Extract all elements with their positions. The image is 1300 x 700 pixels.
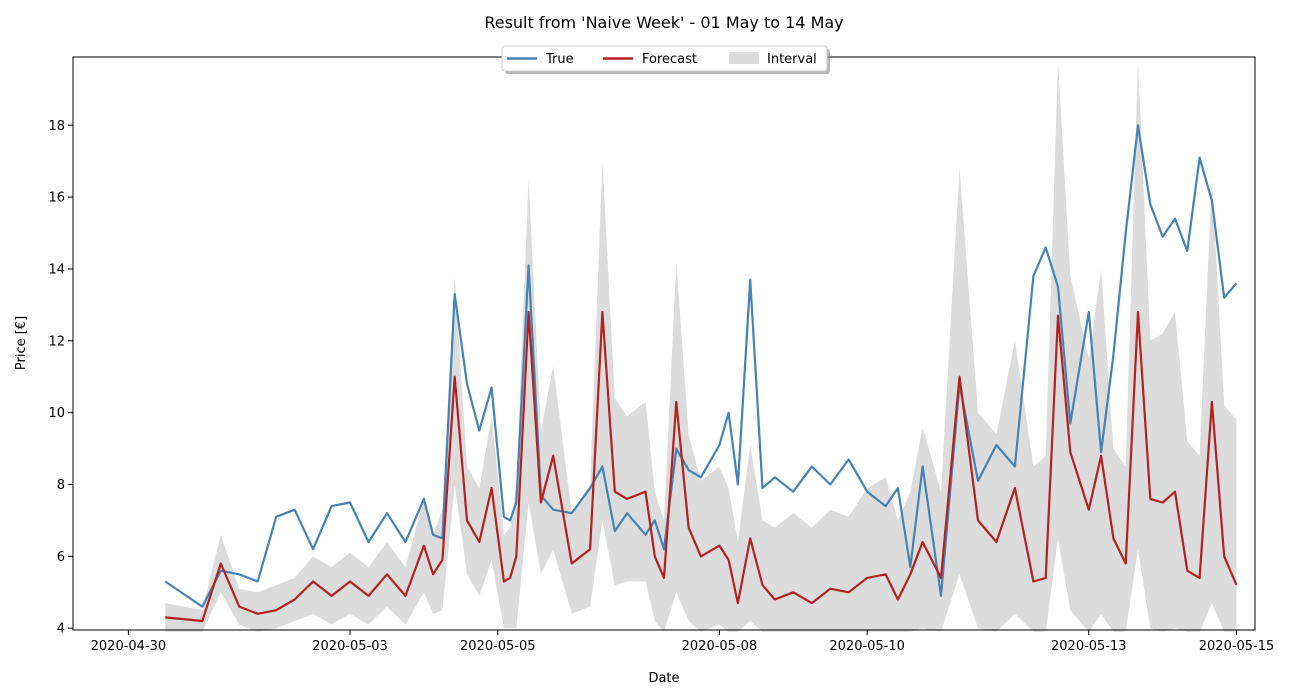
legend-label-true: True xyxy=(545,52,574,67)
interval-band xyxy=(165,60,1237,632)
legend-label-interval: Interval xyxy=(767,52,817,67)
y-tick-label: 14 xyxy=(48,262,65,277)
forecast-series-line xyxy=(165,311,1238,623)
x-tick-label: 2020-05-10 xyxy=(829,639,905,654)
y-tick-label: 12 xyxy=(48,334,65,349)
y-tick-label: 8 xyxy=(57,478,65,493)
plot-area xyxy=(164,60,1238,632)
x-tick-label: 2020-05-08 xyxy=(682,639,758,654)
x-axis: 2020-04-30 2020-05-03 2020-05-05 2020-05-08… xyxy=(91,630,1275,654)
x-tick-label: 2020-05-15 xyxy=(1199,639,1275,654)
x-tick-label: 2020-04-30 xyxy=(91,639,167,654)
true-series-line xyxy=(164,124,1238,608)
y-tick-label: 4 xyxy=(57,622,65,637)
chart-title: Result from 'Naive Week' - 01 May to 14 … xyxy=(484,13,843,32)
x-tick-label: 2020-05-03 xyxy=(312,639,388,654)
x-axis-label: Date xyxy=(648,671,679,686)
y-tick-label: 6 xyxy=(57,550,65,565)
y-tick-label: 18 xyxy=(48,119,65,134)
y-tick-label: 10 xyxy=(48,406,65,421)
y-tick-label: 16 xyxy=(48,191,65,206)
legend: True Forecast Interval xyxy=(501,45,830,74)
y-axis: 4 6 8 10 12 14 16 18 xyxy=(48,119,73,637)
x-tick-label: 2020-05-05 xyxy=(460,639,536,654)
legend-label-forecast: Forecast xyxy=(642,52,697,67)
x-tick-label: 2020-05-13 xyxy=(1051,639,1127,654)
legend-swatch-interval xyxy=(729,52,759,64)
y-axis-label: Price [€] xyxy=(14,316,29,370)
